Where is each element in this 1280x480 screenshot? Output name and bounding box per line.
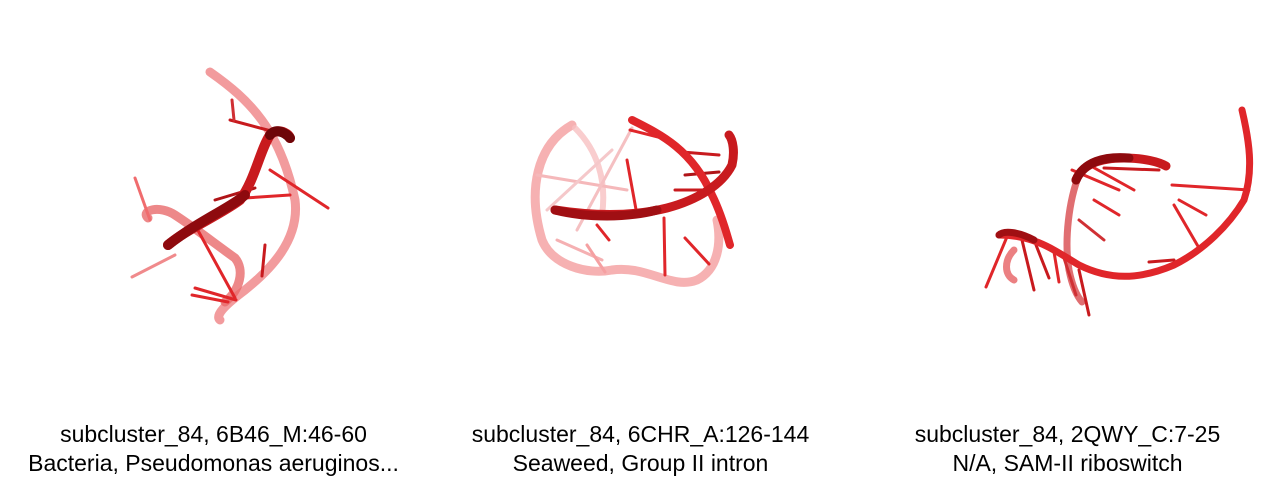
panel-title-2: subcluster_84, 6CHR_A:126-144 <box>471 421 810 447</box>
rna-structure-image-3 <box>984 106 1254 317</box>
rna-structure-image-1 <box>130 67 330 325</box>
panel-subtitle-1: Bacteria, Pseudomonas aeruginos... <box>28 450 399 476</box>
rna-structure-image-2 <box>530 116 738 287</box>
structure-panel-3: subcluster_84, 2QWY_C:7-25 N/A, SAM-II r… <box>854 0 1280 480</box>
panel-subtitle-2: Seaweed, Group II intron <box>512 450 769 476</box>
panel-subtitle-3: N/A, SAM-II riboswitch <box>952 450 1183 476</box>
structure-panel-2: subcluster_84, 6CHR_A:126-144 Seaweed, G… <box>427 0 854 480</box>
panel-caption-3: subcluster_84, 2QWY_C:7-25 N/A, SAM-II r… <box>854 420 1280 478</box>
panel-caption-2: subcluster_84, 6CHR_A:126-144 Seaweed, G… <box>427 420 854 478</box>
panel-title-1: subcluster_84, 6B46_M:46-60 <box>60 421 367 447</box>
panel-title-3: subcluster_84, 2QWY_C:7-25 <box>914 421 1221 447</box>
structure-panel-1: subcluster_84, 6B46_M:46-60 Bacteria, Ps… <box>0 0 427 480</box>
panel-caption-1: subcluster_84, 6B46_M:46-60 Bacteria, Ps… <box>0 420 427 478</box>
